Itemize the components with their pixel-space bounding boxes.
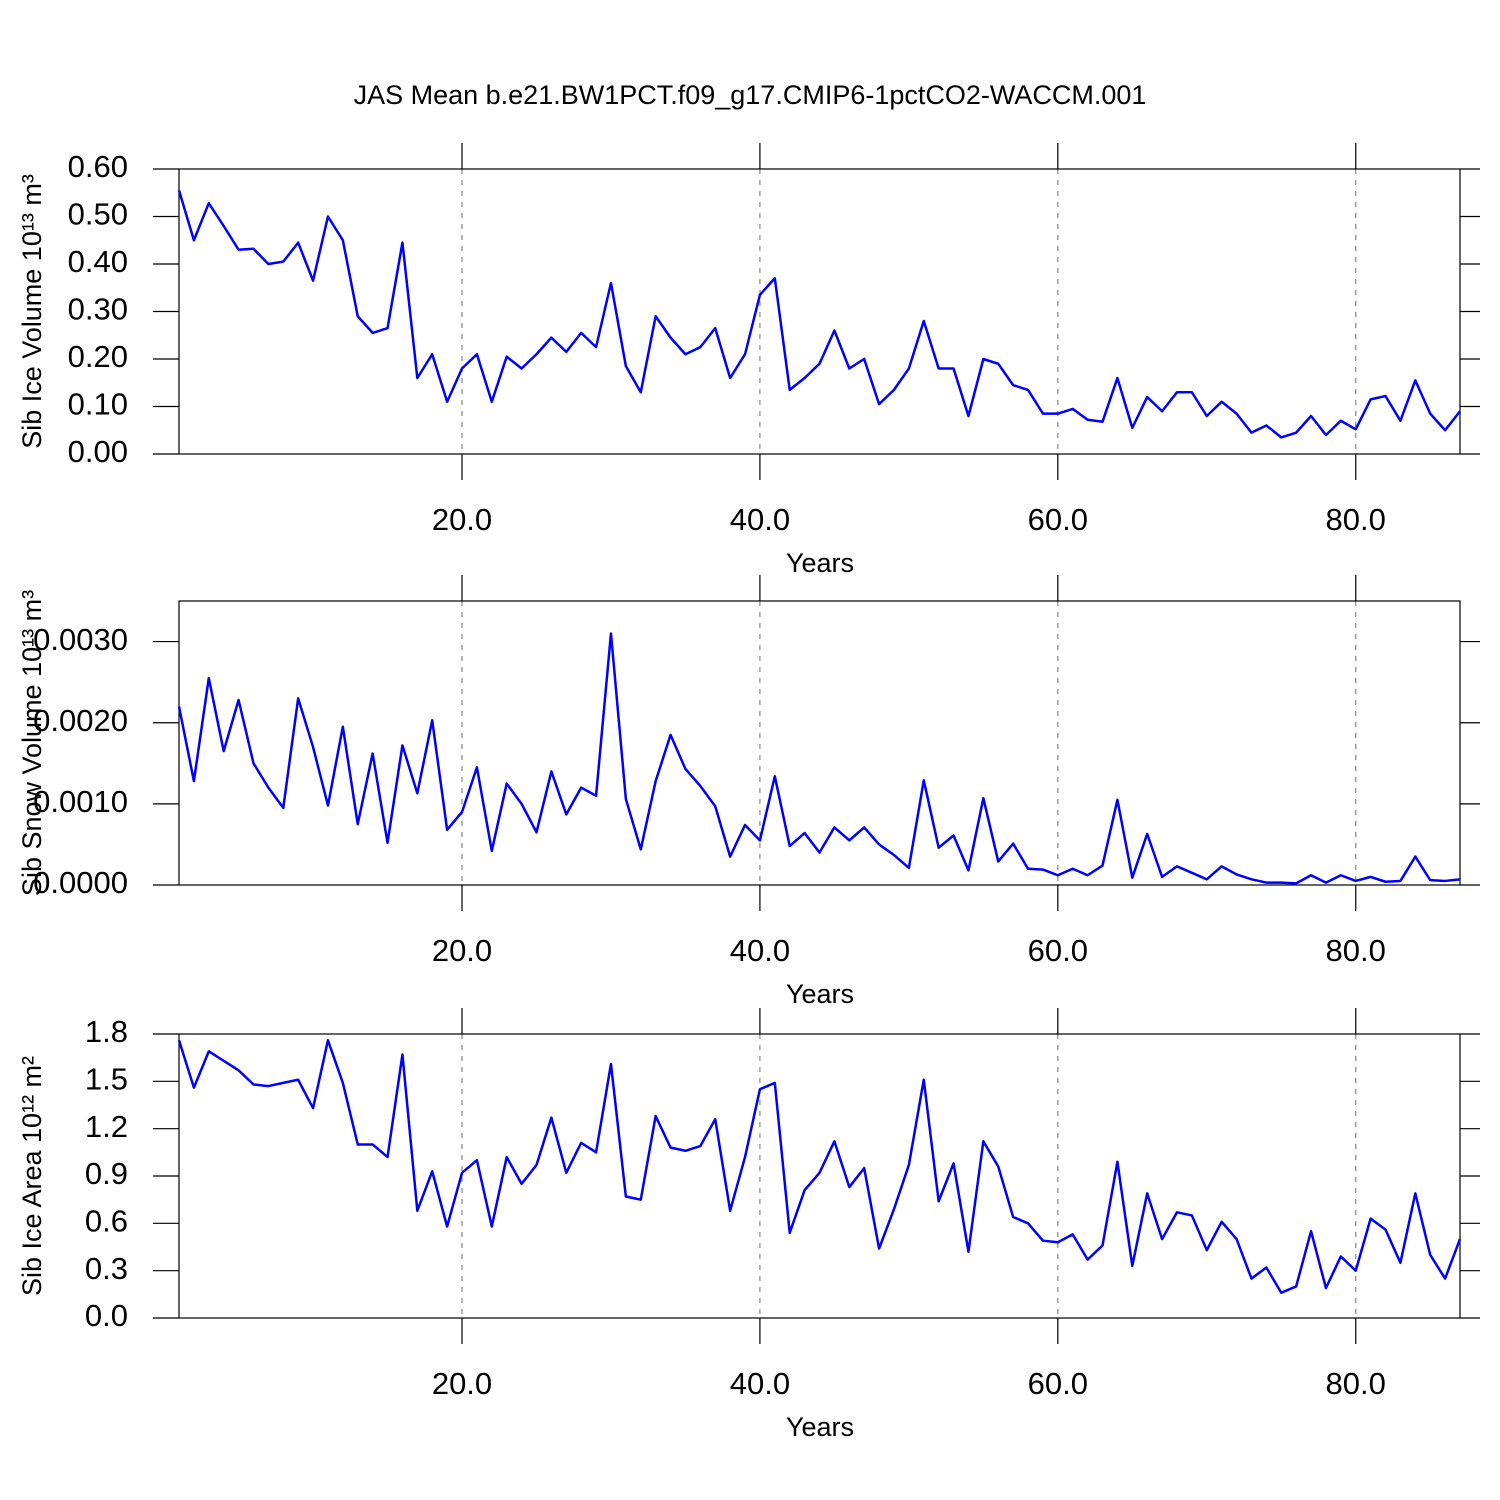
y-tick-label: 0.0020	[33, 703, 128, 738]
plot-frame	[178, 1033, 1461, 1319]
y-tick-label: 1.8	[85, 1014, 128, 1049]
y-axis-label: Sib Ice Volume 10¹³ m³	[17, 174, 47, 449]
y-tick-label: 0.40	[68, 244, 128, 279]
y-tick-label: 0.00	[68, 434, 128, 469]
y-tick-label: 0.0030	[33, 622, 128, 657]
x-tick-label: 20.0	[432, 502, 492, 537]
x-tick-label: 40.0	[730, 933, 790, 968]
y-tick-label: 0.10	[68, 387, 128, 422]
data-line	[177, 632, 1461, 885]
y-tick-label: 0.0010	[33, 784, 128, 819]
y-tick-label: 0.50	[68, 197, 128, 232]
y-tick-label: 0.0	[85, 1298, 128, 1333]
y-axis-label: Sib Ice Area 10¹² m²	[17, 1056, 47, 1296]
x-axis-label: Years	[786, 1412, 854, 1442]
plot-frame	[178, 168, 1461, 455]
x-tick-label: 60.0	[1028, 933, 1088, 968]
y-tick-label: 1.5	[85, 1062, 128, 1097]
y-tick-label: 0.30	[68, 292, 128, 327]
y-tick-label: 0.9	[85, 1156, 128, 1191]
x-tick-label: 60.0	[1028, 1366, 1088, 1401]
y-tick-label: 0.20	[68, 339, 128, 374]
x-tick-label: 20.0	[432, 1366, 492, 1401]
x-tick-label: 80.0	[1326, 933, 1386, 968]
data-line	[177, 190, 1461, 439]
x-tick-label: 40.0	[730, 502, 790, 537]
data-line	[177, 1039, 1462, 1295]
x-axis-label: Years	[786, 979, 854, 1009]
y-tick-label: 1.2	[85, 1109, 128, 1144]
x-tick-label: 40.0	[730, 1366, 790, 1401]
y-tick-label: 0.3	[85, 1251, 128, 1286]
x-tick-label: 80.0	[1326, 502, 1386, 537]
x-axis-label: Years	[786, 548, 854, 578]
y-axis-label: Sib Snow Volume 10¹³ m³	[17, 590, 47, 896]
x-tick-label: 80.0	[1326, 1366, 1386, 1401]
x-tick-label: 60.0	[1028, 502, 1088, 537]
x-tick-label: 20.0	[432, 933, 492, 968]
chart-title: JAS Mean b.e21.BW1PCT.f09_g17.CMIP6-1pct…	[354, 80, 1147, 110]
y-tick-label: 0.6	[85, 1204, 128, 1239]
y-tick-label: 0.60	[68, 149, 128, 184]
plot-frame	[178, 600, 1461, 886]
y-tick-label: 0.0000	[33, 865, 128, 900]
